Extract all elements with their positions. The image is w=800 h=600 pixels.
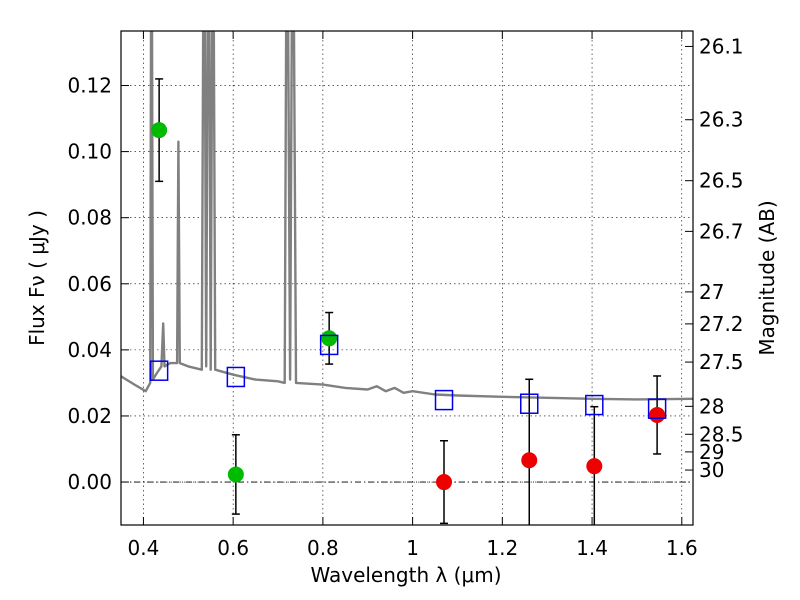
mag-tick-label: 26.3 — [699, 108, 744, 132]
x-axis-label: Wavelength λ (μm) — [310, 563, 501, 587]
model-flux-square — [520, 393, 539, 414]
spectrum-layer — [121, 31, 693, 401]
data-point — [436, 474, 453, 491]
model-flux-square — [226, 366, 246, 388]
plot-frame — [120, 30, 694, 526]
mag-tick-label: 29 — [699, 440, 724, 464]
y-tick-label: 0.08 — [67, 206, 112, 230]
plot-background — [121, 31, 693, 525]
data-point — [151, 122, 168, 139]
x-tick-label: 0.6 — [217, 536, 249, 560]
data-point — [586, 458, 603, 475]
model-flux-square — [585, 394, 604, 416]
x-tick-label: 0.4 — [128, 536, 160, 560]
x-tick-label: 1 — [406, 536, 419, 560]
y-axis-label: Flux Fν ( μJy ) — [25, 210, 49, 346]
x-tick-label: 0.8 — [307, 536, 339, 560]
data-point — [521, 452, 538, 469]
mag-tick-label: 28.5 — [699, 422, 744, 446]
data-points-layer — [149, 78, 667, 525]
mag-tick-label: 26.7 — [699, 219, 744, 243]
mag-tick-label: 26.1 — [699, 34, 744, 58]
mag-tick-label: 27 — [699, 280, 724, 304]
x-tick-label: 1.4 — [576, 536, 608, 560]
right-axis-label: Magnitude (AB) — [755, 200, 779, 355]
ticks: 0.4 0.6 0.8 1 1.2 1.4 1.6 0.00 0.02 0.04 0.06 0.08 0… — [67, 31, 744, 560]
y-tick-label: 0.04 — [67, 338, 112, 362]
mag-tick-label: 27.5 — [699, 350, 744, 374]
mag-tick-label: 26.5 — [699, 169, 744, 193]
mag-tick-label: 28 — [699, 394, 724, 418]
model-flux-square — [319, 334, 339, 356]
data-point — [649, 406, 666, 423]
mag-tick-label: 27.2 — [699, 312, 744, 336]
x-tick-label: 1.2 — [486, 536, 518, 560]
y-tick-label: 0.00 — [67, 470, 112, 494]
model-flux-square — [149, 360, 169, 381]
y-tick-label: 0.12 — [67, 74, 112, 98]
model-flux-square — [434, 389, 454, 411]
mag-tick-label: 30 — [699, 458, 724, 482]
y-tick-label: 0.06 — [67, 272, 112, 296]
data-point — [227, 466, 244, 483]
y-tick-label: 0.02 — [67, 404, 112, 428]
model-flux-square — [647, 398, 667, 419]
y-tick-label: 0.10 — [67, 140, 112, 164]
x-tick-label: 1.6 — [666, 536, 698, 560]
model-spectrum-line — [121, 31, 693, 401]
data-point — [321, 330, 338, 347]
